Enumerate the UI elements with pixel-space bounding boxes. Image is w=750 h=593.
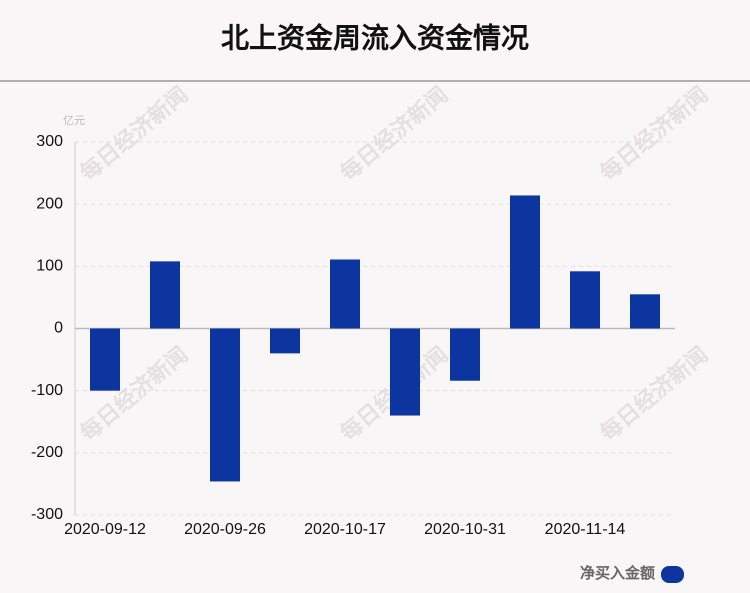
legend-label: 净买入金额 [580,564,655,582]
bar [330,259,360,329]
bar [450,328,480,381]
chart-title: 北上资金周流入资金情况 [221,21,529,53]
x-tick-label: 2020-09-26 [184,521,266,538]
bar [510,195,540,329]
bar [390,328,420,416]
y-tick-label: 300 [36,133,63,150]
x-tick-label: 2020-11-14 [545,521,626,538]
unit-label: 亿元 [63,114,85,127]
y-tick-label: -300 [31,506,63,523]
bar [270,328,300,354]
legend-swatch [661,566,684,583]
bar [150,261,180,329]
bar [570,271,600,329]
bar [210,328,240,482]
x-tick-label: 2020-10-31 [424,521,506,538]
bar [90,328,120,391]
bar [630,294,660,329]
x-tick-label: 2020-10-17 [304,521,386,538]
x-tick-label: 2020-09-12 [64,521,146,538]
y-tick-label: 100 [36,258,63,275]
y-tick-label: 200 [36,195,63,212]
y-tick-label: -200 [31,444,63,461]
y-tick-label: -100 [31,382,63,399]
y-tick-label: 0 [54,320,63,337]
